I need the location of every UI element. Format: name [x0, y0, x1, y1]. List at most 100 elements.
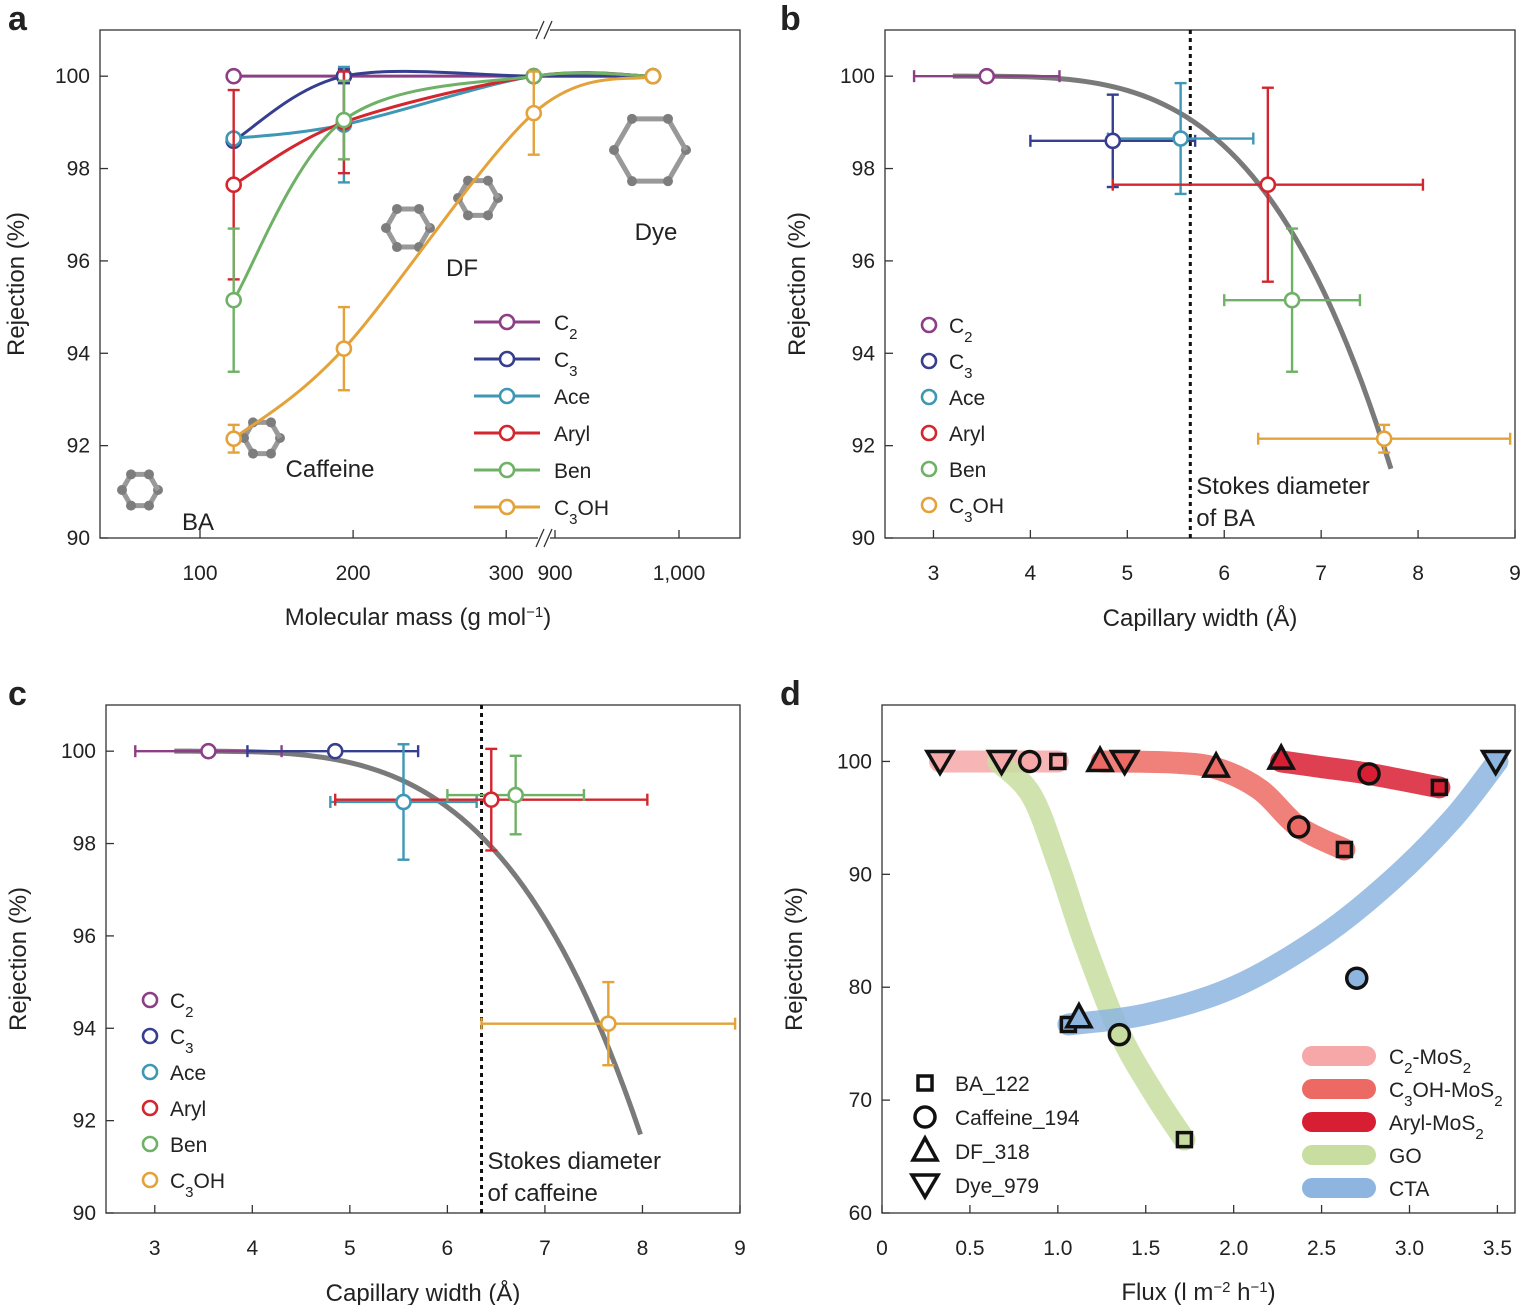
x-axis-title-a: Molecular mass (g mol−1): [285, 604, 552, 632]
legend-label-d: DF_318: [955, 1141, 1030, 1164]
data-point-b: [1259, 176, 1277, 194]
data-point-a: [525, 104, 543, 122]
x-tick-label-a: 200: [336, 562, 371, 585]
panel-d: d 60 70 80 90 100 0 0.5 1.0 1.5 2.0 2.5 3.0 3.5 Reject…: [780, 675, 1516, 1305]
stokes-label-c: of caffeine: [488, 1180, 598, 1207]
legend-label-b: Ace: [949, 387, 985, 410]
y-tick-label-a: 96: [67, 250, 90, 273]
y-tick-label-b: 96: [852, 250, 875, 273]
series-curve-a: [232, 71, 653, 187]
y-tick-label-b: 92: [852, 435, 875, 458]
molecule-atom: [609, 145, 619, 155]
x-tick-label-c: 3: [149, 1237, 161, 1260]
molecule-atom: [381, 223, 391, 233]
x-tick-label-c: 9: [734, 1237, 746, 1260]
legend-label-b: C2: [949, 315, 973, 346]
data-point-d: [1345, 966, 1369, 990]
x-tick-label-a: 300: [489, 562, 524, 585]
axis-break-mark: [535, 20, 545, 40]
plot-frame-b: [884, 29, 1516, 539]
panel-label-d: d: [780, 675, 801, 713]
y-tick-label-b: 94: [852, 342, 876, 365]
molecule-atom: [117, 485, 127, 495]
legend-label-d: Dye_979: [955, 1175, 1039, 1198]
legend-marker-d: [910, 1134, 940, 1162]
data-point-c: [326, 742, 344, 760]
x-tick-label-b: 6: [1218, 562, 1230, 585]
axis-break-gap: [538, 20, 550, 40]
axis-break-mark: [535, 528, 545, 548]
x-tick-label-c: 7: [539, 1237, 551, 1260]
legend-label-c: Aryl: [170, 1098, 206, 1121]
x-tick-label-b: 3: [928, 562, 940, 585]
molecule-bond: [665, 148, 689, 183]
y-tick-label-b: 90: [852, 527, 875, 550]
data-point-a: [644, 67, 662, 85]
molecule-atom: [126, 469, 136, 480]
molecule-atom: [627, 113, 637, 124]
legend-label-d: BA_122: [955, 1073, 1030, 1096]
molecule-atom: [483, 175, 493, 186]
y-axis-title-b: Rejection (%): [784, 212, 811, 356]
y-tick-label-b: 100: [840, 65, 875, 88]
y-tick-label-c: 94: [73, 1017, 97, 1040]
molecule-atom: [463, 210, 473, 221]
legend-label-c: C3OH: [170, 1170, 225, 1201]
legend-label-d: Aryl-MoS2: [1389, 1112, 1484, 1143]
y-tick-label-c: 96: [73, 925, 96, 948]
legend-label-b: C3: [949, 351, 973, 382]
molecule-atom: [392, 203, 402, 214]
y-tick-label-d: 70: [849, 1089, 872, 1112]
data-point-c: [600, 1015, 617, 1032]
y-tick-label-a: 90: [67, 527, 90, 550]
legend-label-a: Ben: [554, 460, 591, 483]
membrane-band: [1270, 750, 1451, 799]
x-tick-label-c: 8: [637, 1237, 649, 1260]
molecule-label: Dye: [635, 219, 678, 246]
legend-label-c: Ace: [170, 1062, 206, 1085]
legend-marker-c: [141, 1171, 159, 1189]
legend-marker-d: [916, 1074, 934, 1092]
molecule-atom: [663, 113, 673, 124]
y-tick-label-c: 100: [61, 740, 96, 763]
y-tick-label-c: 98: [73, 833, 96, 856]
legend-marker-b: [920, 388, 938, 406]
legend-label-b: Ben: [949, 459, 986, 482]
data-point-d: [1357, 762, 1381, 786]
molecule-bond: [611, 148, 635, 183]
legend-label-a: Aryl: [554, 423, 590, 446]
membrane-band: [1057, 750, 1509, 1036]
x-axis-title-c: Capillary width (Å): [326, 1279, 521, 1305]
data-point-a: [225, 176, 242, 194]
molecule-caffeine: [239, 417, 285, 459]
data-point-d: [923, 749, 957, 777]
molecule-ba: [117, 469, 163, 511]
y-tick-label-c: 92: [73, 1110, 96, 1133]
data-point-d: [1286, 815, 1311, 839]
data-point-c: [200, 742, 217, 760]
panel-a: a 90 92 94 96 98 100 100 200 300 900 1,000 Rejection…: [3, 0, 741, 632]
x-tick-label-b: 4: [1025, 562, 1037, 585]
axis-break-gap: [538, 528, 550, 548]
y-tick-label-c: 90: [73, 1202, 96, 1225]
data-point-a: [225, 291, 242, 309]
data-point-c: [395, 793, 412, 811]
y-tick-label-a: 92: [67, 435, 90, 458]
molecule-label: DF: [446, 255, 478, 282]
legend-marker-b: [920, 352, 938, 370]
molecule-atom: [266, 448, 276, 459]
data-point-c: [482, 791, 500, 808]
x-tick-label-a: 100: [182, 562, 217, 585]
legend-label-b: C3OH: [949, 495, 1004, 526]
y-tick-label-a: 98: [67, 158, 90, 181]
molecule-atom: [627, 176, 637, 187]
data-point-d: [1085, 744, 1115, 773]
legend-marker-d: [913, 1105, 937, 1129]
molecule-atom: [266, 417, 276, 428]
legend-marker-a: [498, 498, 516, 516]
series-curve-a: [232, 71, 653, 301]
legend-label-d: CTA: [1389, 1178, 1429, 1201]
legend-label-a: C3OH: [554, 497, 609, 528]
data-point-a: [225, 430, 242, 448]
x-tick-label-c: 5: [344, 1237, 356, 1260]
